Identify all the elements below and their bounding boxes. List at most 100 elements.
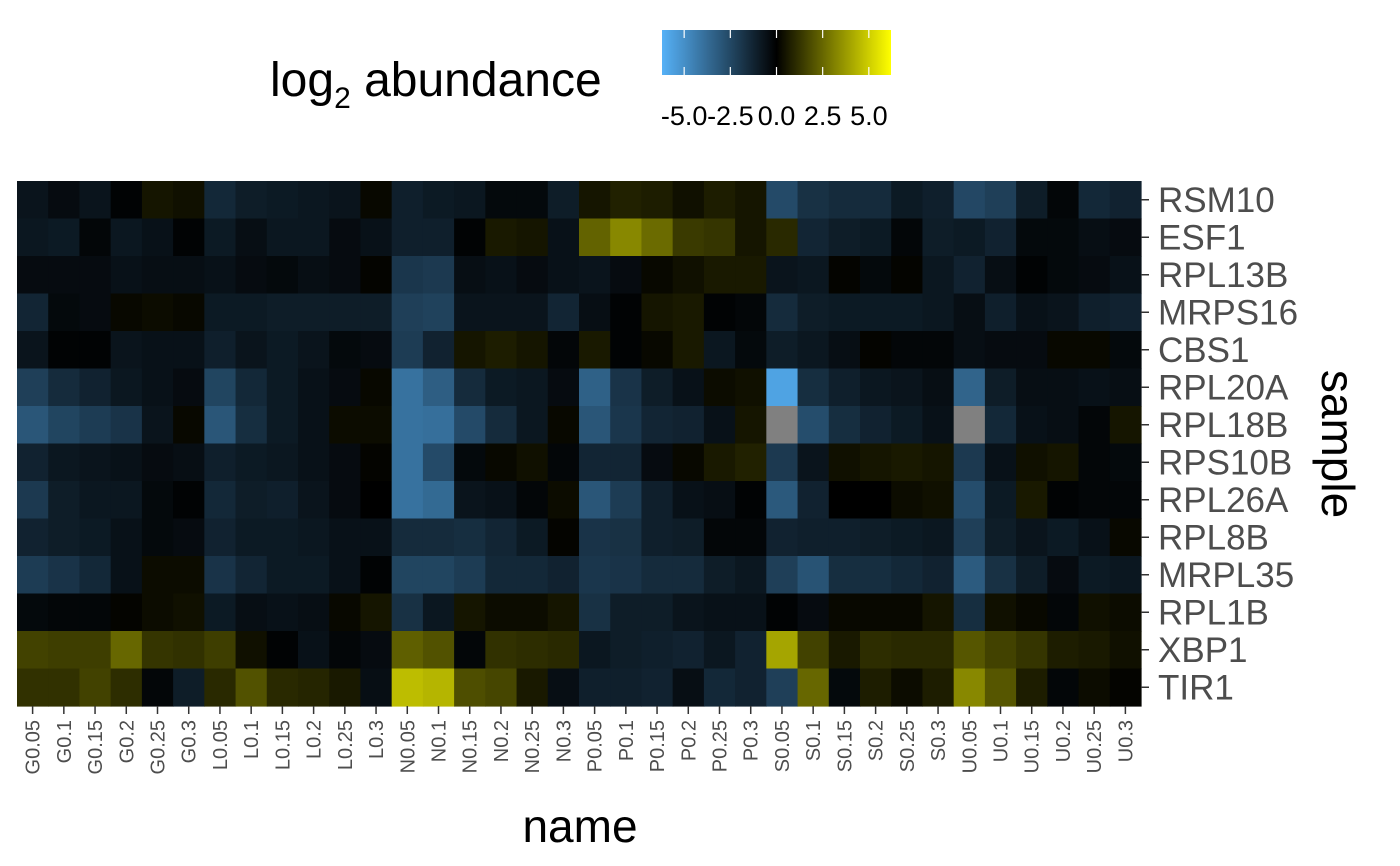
heatmap-cell bbox=[454, 556, 486, 595]
heatmap-cell bbox=[110, 293, 143, 332]
heatmap-cell bbox=[266, 406, 299, 445]
heatmap-cell bbox=[610, 406, 643, 445]
heatmap-cell bbox=[266, 181, 299, 220]
heatmap-cell bbox=[235, 593, 268, 632]
heatmap-cell bbox=[1016, 518, 1048, 557]
heatmap-cell bbox=[891, 631, 924, 670]
x-tick-label: G0.1 bbox=[54, 720, 76, 763]
heatmap-cell bbox=[547, 218, 580, 257]
heatmap-cell bbox=[391, 218, 424, 257]
x-tick-label: S0.05 bbox=[772, 720, 794, 772]
heatmap-cell bbox=[110, 593, 143, 632]
heatmap-cell bbox=[735, 293, 767, 332]
heatmap-cell bbox=[766, 406, 799, 445]
heatmap-cell bbox=[298, 481, 330, 520]
heatmap-cell bbox=[984, 218, 1017, 257]
heatmap-cell bbox=[984, 593, 1017, 632]
heatmap-cell bbox=[828, 556, 861, 595]
heatmap-cell bbox=[953, 406, 986, 445]
heatmap-cell bbox=[266, 518, 299, 557]
heatmap-cell bbox=[953, 256, 986, 295]
heatmap-cell bbox=[17, 593, 49, 632]
heatmap-cell bbox=[735, 668, 767, 707]
heatmap-cell bbox=[485, 631, 518, 670]
heatmap-cell bbox=[298, 218, 330, 257]
heatmap-cell bbox=[860, 668, 892, 707]
heatmap-cell bbox=[922, 181, 955, 220]
heatmap-cell bbox=[79, 631, 112, 670]
heatmap-cell bbox=[703, 518, 736, 557]
heatmap-cell bbox=[703, 331, 736, 370]
heatmap-cell bbox=[79, 331, 112, 370]
heatmap-cell bbox=[579, 368, 611, 407]
heatmap-cell bbox=[766, 218, 799, 257]
heatmap-cell bbox=[860, 443, 892, 482]
heatmap-cell bbox=[1047, 218, 1080, 257]
heatmap-cell bbox=[547, 293, 580, 332]
heatmap-cell bbox=[1109, 218, 1142, 257]
heatmap-cell bbox=[454, 331, 486, 370]
heatmap-cell bbox=[547, 668, 580, 707]
heatmap-cell bbox=[516, 181, 549, 220]
heatmap-cell bbox=[953, 293, 986, 332]
heatmap-cell bbox=[298, 256, 330, 295]
heatmap-cell bbox=[766, 518, 799, 557]
heatmap-cell bbox=[766, 593, 799, 632]
heatmap-cell bbox=[422, 443, 455, 482]
heatmap-cell bbox=[17, 406, 49, 445]
heatmap-cell bbox=[579, 593, 611, 632]
heatmap-cell bbox=[984, 556, 1017, 595]
heatmap-cell bbox=[173, 593, 205, 632]
heatmap-cell bbox=[735, 518, 767, 557]
heatmap-cell bbox=[79, 668, 112, 707]
heatmap-cell bbox=[79, 293, 112, 332]
x-tick-label: G0.3 bbox=[179, 720, 201, 763]
heatmap-cell bbox=[454, 406, 486, 445]
heatmap-cell bbox=[329, 406, 362, 445]
heatmap-cell bbox=[141, 593, 174, 632]
heatmap-cell bbox=[922, 631, 955, 670]
heatmap-cell bbox=[797, 293, 830, 332]
y-tick-label: RPL20A bbox=[1158, 368, 1289, 407]
heatmap-cell bbox=[266, 593, 299, 632]
heatmap-cell bbox=[1078, 631, 1111, 670]
heatmap-cell bbox=[48, 443, 81, 482]
heatmap-cell bbox=[1078, 368, 1111, 407]
heatmap-cell bbox=[766, 443, 799, 482]
heatmap-cell bbox=[828, 218, 861, 257]
heatmap-cell bbox=[329, 256, 362, 295]
heatmap-cell bbox=[922, 556, 955, 595]
heatmap-cell bbox=[204, 443, 237, 482]
heatmap-cell bbox=[391, 443, 424, 482]
heatmap-cell bbox=[860, 368, 892, 407]
heatmap-cell bbox=[1047, 331, 1080, 370]
heatmap-cell bbox=[204, 293, 237, 332]
heatmap-cell bbox=[141, 668, 174, 707]
heatmap-cell bbox=[1078, 293, 1111, 332]
heatmap-cell bbox=[579, 256, 611, 295]
heatmap-cell bbox=[735, 331, 767, 370]
heatmap-cell bbox=[454, 443, 486, 482]
heatmap-cell bbox=[173, 368, 205, 407]
x-tick-label: U0.15 bbox=[1022, 720, 1044, 773]
y-tick-label: RPS10B bbox=[1158, 443, 1292, 482]
heatmap-cell bbox=[1016, 256, 1048, 295]
heatmap-cell bbox=[266, 293, 299, 332]
heatmap-cell bbox=[454, 668, 486, 707]
heatmap-cell bbox=[641, 368, 674, 407]
heatmap-cell bbox=[672, 331, 705, 370]
heatmap-cell bbox=[17, 556, 49, 595]
heatmap-cell bbox=[891, 218, 924, 257]
y-tick-label: RSM10 bbox=[1158, 181, 1275, 220]
y-tick-label: RPL1B bbox=[1158, 593, 1269, 632]
heatmap-cell bbox=[422, 218, 455, 257]
heatmap-cell bbox=[547, 368, 580, 407]
x-tick-label: N0.1 bbox=[429, 720, 451, 762]
heatmap-cell bbox=[266, 631, 299, 670]
heatmap-cell bbox=[422, 293, 455, 332]
heatmap-cell bbox=[360, 631, 393, 670]
heatmap-cell bbox=[17, 518, 49, 557]
heatmap-cell bbox=[984, 331, 1017, 370]
